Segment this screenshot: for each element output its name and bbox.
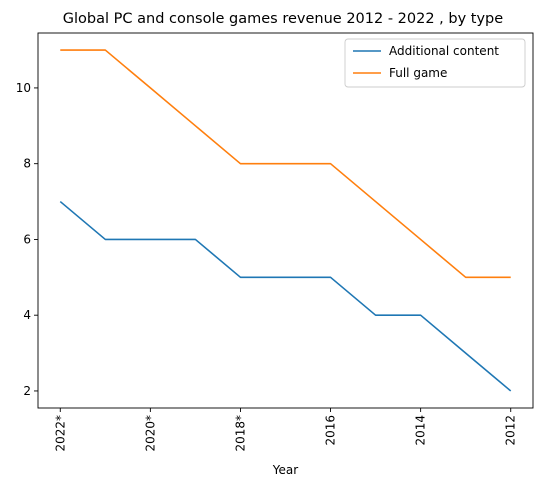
x-tick-label: 2014: [414, 415, 428, 446]
y-tick-label: 2: [23, 384, 31, 398]
y-tick-label: 10: [16, 81, 31, 95]
chart-title: Global PC and console games revenue 2012…: [63, 11, 503, 27]
y-tick-label: 8: [23, 157, 31, 171]
legend: Additional content Full game: [344, 38, 526, 88]
legend-label: Additional content: [389, 44, 499, 58]
plot-area: [37, 32, 534, 409]
x-tick-label: 2018*: [233, 415, 247, 452]
series-line-2: [60, 49, 511, 279]
y-tick-label: 6: [23, 232, 31, 246]
x-tick-label: 2012: [504, 415, 518, 446]
legend-box: [344, 38, 526, 88]
legend-label: Full game: [389, 66, 447, 80]
series-lines: [59, 49, 512, 392]
x-axis: 2022* 2020* 2018* 2016 2014 2012: [53, 408, 518, 452]
y-axis: 2 4 6 8 10: [16, 81, 38, 398]
y-tick-label: 4: [23, 308, 31, 322]
x-tick-label: 2016: [324, 415, 338, 446]
x-tick-label: 2022*: [53, 415, 67, 452]
series-line-1: [59, 200, 512, 392]
x-axis-label: Year: [272, 463, 298, 477]
x-tick-label: 2020*: [143, 415, 157, 452]
